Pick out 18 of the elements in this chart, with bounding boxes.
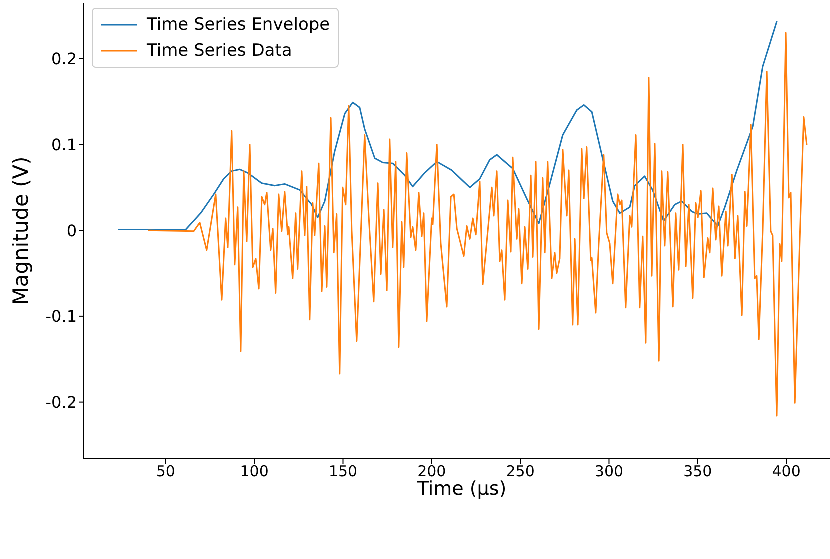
x-axis-title: Time (μs) — [416, 478, 507, 500]
legend-label: Time Series Data — [147, 41, 292, 61]
x-tick-label: 150 — [328, 462, 358, 481]
x-tick-label: 250 — [506, 462, 535, 481]
x-tick-label: 200 — [418, 462, 446, 481]
y-tick-label: 0 — [66, 221, 77, 240]
x-tick-label: 300 — [594, 462, 624, 481]
line-series — [148, 32, 808, 417]
legend-label: Time Series Envelope — [147, 15, 330, 35]
x-tick-label: 400 — [772, 462, 801, 481]
y-tick-label: 0.2 — [52, 50, 77, 68]
y-tick-label: 0.1 — [52, 135, 77, 154]
x-tick-label: 350 — [684, 462, 712, 481]
y-tick-label: -0.1 — [46, 307, 77, 326]
x-tick-label: 100 — [240, 462, 269, 481]
x-tick-label: 50 — [156, 462, 176, 481]
y-axis-title: Magnitude (V) — [9, 156, 33, 306]
y-tick-label: -0.2 — [46, 393, 77, 412]
